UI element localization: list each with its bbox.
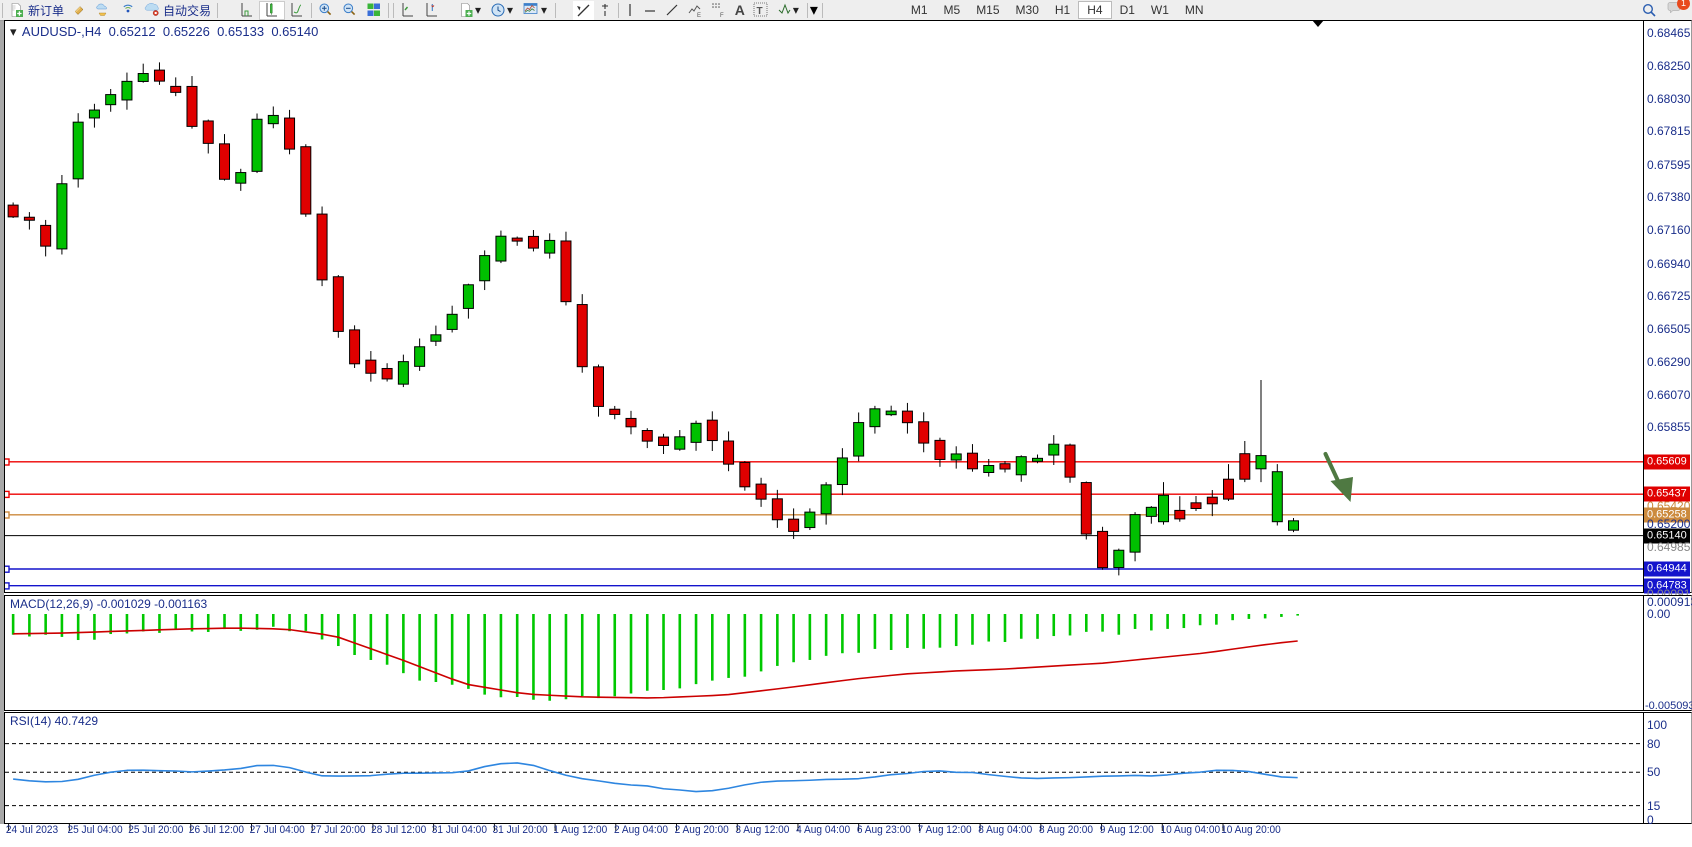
svg-text:E: E [697,13,701,18]
svg-text:T: T [756,6,762,17]
svg-text:F: F [720,13,724,18]
